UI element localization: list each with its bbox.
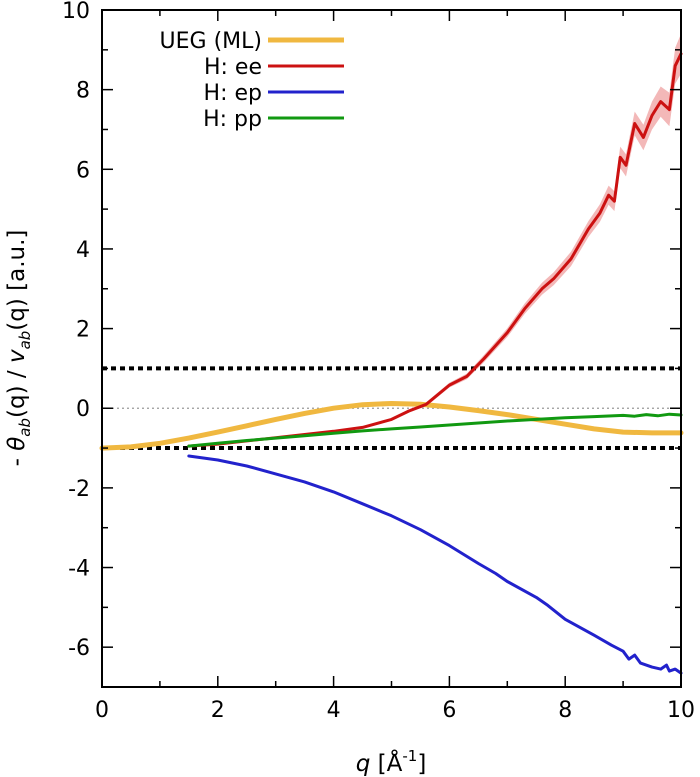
y-axis-label-v: v: [4, 349, 30, 363]
x-tick-label-1: 2: [211, 698, 225, 723]
x-axis-label: q [Å-1]: [356, 747, 427, 777]
y-axis-label-theta: θ: [4, 437, 30, 451]
legend-label-1: H: ee: [204, 55, 262, 80]
x-tick-label-2: 4: [327, 698, 341, 723]
y-tick-label-2: -2: [68, 477, 90, 502]
series-line-1: [187, 52, 683, 448]
y-axis-label-sub1: ab: [16, 418, 34, 437]
x-axis-label-exp: -1: [402, 747, 417, 765]
series-line-2: [187, 454, 683, 675]
x-axis-label-unit-close: ]: [417, 751, 426, 777]
x-tick-label-5: 10: [667, 698, 695, 723]
y-axis-label: - θab(q) / vab(q) [a.u.]: [4, 230, 34, 467]
legend-label-0: UEG (ML): [160, 29, 262, 54]
legend: UEG (ML)H: eeH: epH: pp: [160, 29, 344, 132]
series-line-3: [187, 412, 683, 448]
y-axis-label-prefix: -: [4, 451, 30, 467]
y-tick-label-1: -4: [68, 557, 90, 582]
y-tick-label-6: 6: [76, 158, 90, 183]
legend-label-3: H: pp: [203, 107, 262, 132]
y-axis-label-suffix: (q) [a.u.]: [4, 230, 30, 331]
reference-lines: [102, 366, 681, 451]
y-tick-label-4: 2: [76, 318, 90, 343]
axis-ticks: 0 2 4 6 8 10 -6 -4 -2 0 2 4 6 8 10: [62, 0, 695, 723]
y-tick-label-3: 0: [76, 397, 90, 422]
x-axis-label-unit-open: [Å: [370, 749, 402, 777]
y-axis-label-sub2: ab: [16, 331, 34, 350]
y-tick-label-8: 10: [62, 0, 90, 24]
legend-label-2: H: ep: [204, 81, 262, 106]
y-tick-label-0: -6: [68, 636, 90, 661]
x-tick-label-4: 8: [558, 698, 572, 723]
y-tick-label-7: 8: [76, 79, 90, 104]
x-tick-label-0: 0: [95, 698, 109, 723]
series-lines: [99, 52, 684, 675]
plot-area: [102, 10, 681, 687]
plot-background: [102, 10, 681, 687]
x-tick-label-3: 6: [442, 698, 456, 723]
y-axis-label-mid: (q) /: [4, 363, 30, 418]
y-tick-label-5: 4: [76, 238, 90, 263]
series-line-0: [99, 401, 684, 451]
x-axis-label-var: q: [356, 751, 371, 777]
